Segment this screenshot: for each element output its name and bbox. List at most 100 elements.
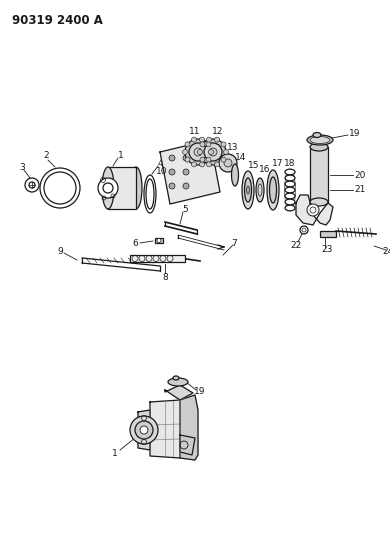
Circle shape — [157, 238, 161, 243]
Ellipse shape — [144, 175, 156, 213]
Polygon shape — [180, 435, 195, 455]
Text: 21: 21 — [354, 185, 366, 195]
Circle shape — [183, 183, 189, 189]
Circle shape — [98, 178, 118, 198]
Ellipse shape — [313, 133, 321, 138]
Circle shape — [221, 157, 226, 162]
Text: 11: 11 — [189, 127, 201, 136]
Circle shape — [206, 137, 211, 142]
Text: 16: 16 — [259, 166, 271, 174]
Ellipse shape — [285, 169, 295, 175]
Text: 19: 19 — [349, 128, 361, 138]
Text: 19: 19 — [194, 387, 206, 397]
Ellipse shape — [285, 205, 295, 211]
Circle shape — [183, 149, 188, 155]
Circle shape — [215, 162, 220, 167]
Ellipse shape — [310, 198, 328, 206]
Ellipse shape — [256, 178, 264, 202]
Polygon shape — [160, 140, 220, 204]
Bar — [130, 255, 185, 262]
Bar — [108, 167, 136, 209]
Ellipse shape — [130, 167, 142, 209]
Text: 1: 1 — [118, 150, 124, 159]
Text: 7: 7 — [231, 238, 237, 247]
Circle shape — [200, 142, 205, 147]
Circle shape — [197, 149, 202, 155]
Circle shape — [185, 139, 211, 165]
Circle shape — [209, 149, 213, 155]
Text: 10: 10 — [156, 167, 168, 176]
Text: 20: 20 — [354, 171, 366, 180]
Bar — [310, 147, 328, 202]
Circle shape — [194, 148, 202, 156]
Ellipse shape — [285, 175, 295, 181]
Circle shape — [209, 148, 217, 156]
Circle shape — [219, 154, 237, 172]
Ellipse shape — [246, 186, 250, 194]
Circle shape — [169, 155, 175, 161]
Ellipse shape — [173, 376, 179, 380]
Circle shape — [204, 143, 222, 161]
Circle shape — [191, 137, 197, 142]
Ellipse shape — [146, 179, 154, 209]
Circle shape — [224, 159, 232, 167]
Circle shape — [200, 139, 226, 165]
Circle shape — [223, 149, 229, 155]
Ellipse shape — [102, 167, 114, 209]
Text: 12: 12 — [212, 127, 224, 136]
Text: 4: 4 — [157, 158, 163, 167]
Ellipse shape — [307, 135, 333, 145]
Circle shape — [135, 421, 153, 439]
Polygon shape — [138, 410, 150, 450]
Ellipse shape — [285, 199, 295, 205]
Text: 17: 17 — [272, 158, 284, 167]
Bar — [155, 238, 163, 243]
Circle shape — [215, 137, 220, 142]
Circle shape — [185, 157, 190, 162]
Ellipse shape — [267, 170, 279, 210]
Ellipse shape — [168, 378, 188, 386]
Circle shape — [183, 155, 189, 161]
Polygon shape — [180, 395, 198, 460]
Ellipse shape — [285, 187, 295, 193]
Bar — [320, 231, 336, 237]
Text: 18: 18 — [284, 158, 296, 167]
Ellipse shape — [258, 184, 262, 196]
Circle shape — [169, 183, 175, 189]
Ellipse shape — [285, 181, 295, 187]
Ellipse shape — [245, 178, 252, 202]
Text: 9: 9 — [57, 246, 63, 255]
Circle shape — [130, 416, 158, 444]
Circle shape — [200, 162, 204, 167]
Ellipse shape — [285, 193, 295, 199]
Circle shape — [183, 169, 189, 175]
Polygon shape — [296, 195, 333, 225]
Circle shape — [191, 162, 197, 167]
Ellipse shape — [310, 136, 330, 143]
Polygon shape — [150, 400, 180, 458]
Text: 23: 23 — [321, 246, 333, 254]
Circle shape — [206, 162, 211, 167]
Circle shape — [200, 157, 205, 162]
Circle shape — [169, 169, 175, 175]
Text: 15: 15 — [248, 160, 260, 169]
Text: 6: 6 — [132, 238, 138, 247]
Text: 1: 1 — [112, 448, 118, 457]
Text: 14: 14 — [235, 152, 247, 161]
Circle shape — [185, 142, 190, 147]
Circle shape — [206, 142, 211, 147]
Text: 2: 2 — [43, 151, 49, 160]
Circle shape — [200, 137, 204, 142]
Text: 5: 5 — [182, 206, 188, 214]
Text: 8: 8 — [162, 272, 168, 281]
Ellipse shape — [242, 171, 254, 209]
Text: 22: 22 — [291, 241, 301, 251]
Text: 13: 13 — [227, 143, 239, 152]
Circle shape — [189, 143, 207, 161]
Polygon shape — [165, 385, 193, 400]
Circle shape — [140, 426, 148, 434]
Circle shape — [206, 157, 211, 162]
Ellipse shape — [232, 164, 239, 186]
Text: 90319 2400 A: 90319 2400 A — [12, 14, 103, 27]
Text: 3: 3 — [19, 163, 25, 172]
